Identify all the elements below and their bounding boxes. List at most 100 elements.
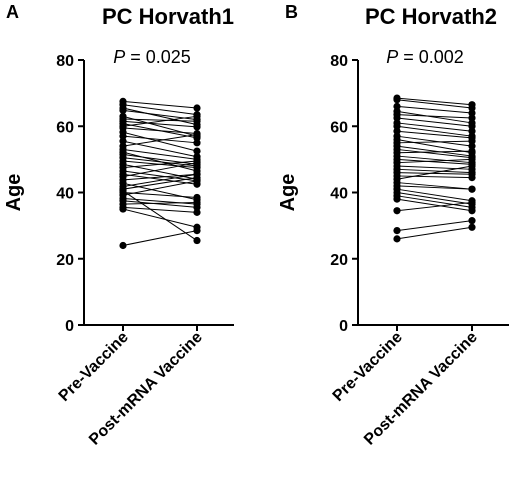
post-vaccine-point <box>193 147 201 155</box>
paired-line <box>396 140 473 144</box>
panel-letter: A <box>6 2 19 22</box>
y-axis-label: Age <box>3 174 25 212</box>
post-vaccine-point <box>468 223 476 231</box>
pre-vaccine-point <box>393 96 401 104</box>
y-tick-label: 0 <box>65 318 74 335</box>
p-symbol: P <box>113 47 125 67</box>
paired-line <box>396 195 473 208</box>
paired-line <box>396 220 473 232</box>
post-vaccine-point <box>193 117 201 125</box>
pre-vaccine-point <box>119 132 127 140</box>
paired-line <box>122 230 198 246</box>
paired-line <box>396 158 473 164</box>
chart-panel-a: A PC Horvath1 P = 0.025 0 20 40 60 80 Age Pre-Vac… <box>3 2 234 449</box>
panel-letter: B <box>285 2 298 22</box>
post-vaccine-point <box>193 164 201 172</box>
paired-line <box>396 110 473 124</box>
y-tick-label: 40 <box>330 186 348 203</box>
paired-line <box>122 160 198 169</box>
post-vaccine-point <box>193 112 201 120</box>
paired-line <box>122 115 198 127</box>
paired-line <box>396 175 473 179</box>
post-vaccine-point <box>468 198 476 207</box>
paired-line <box>122 100 198 109</box>
y-tick-label: 80 <box>330 53 348 70</box>
post-vaccine-point <box>193 198 201 207</box>
paired-line <box>396 172 473 175</box>
chart-title: PC Horvath1 <box>102 4 234 29</box>
paired-line <box>122 134 198 147</box>
pre-vaccine-point <box>119 106 127 114</box>
pre-vaccine-point <box>393 235 401 243</box>
post-vaccine-point <box>193 123 201 131</box>
paired-line <box>396 135 473 147</box>
post-vaccine-point <box>468 173 476 182</box>
post-vaccine-point <box>193 236 201 245</box>
paired-line <box>122 120 198 128</box>
post-vaccine-point <box>468 122 476 130</box>
pre-vaccine-point <box>393 102 401 110</box>
p-value-annotation: P = 0.025 <box>113 47 191 67</box>
pre-vaccine-point <box>119 187 127 195</box>
post-vaccine-point <box>468 162 476 170</box>
post-vaccine-point <box>193 104 201 112</box>
paired-line <box>396 198 473 212</box>
y-tick-label: 0 <box>339 318 348 335</box>
paired-line <box>396 165 473 180</box>
chart-panel-b: B PC Horvath2 P = 0.002 0 20 40 60 80 Age Pre-Vac… <box>277 2 509 449</box>
paired-line <box>122 118 198 122</box>
post-vaccine-point <box>193 139 201 147</box>
paired-line <box>396 150 473 154</box>
y-tick-label: 60 <box>330 119 348 136</box>
paired-line <box>396 155 473 164</box>
post-vaccine-point <box>193 208 201 216</box>
paired-line <box>396 114 473 119</box>
paired-line <box>122 107 198 126</box>
pre-vaccine-point <box>119 241 127 250</box>
post-vaccine-point <box>468 155 476 163</box>
y-tick-label: 60 <box>56 119 74 136</box>
post-vaccine-point <box>193 193 201 202</box>
category-label-pre: Pre-Vaccine <box>56 329 132 405</box>
paired-line <box>122 131 198 152</box>
pre-vaccine-point <box>393 114 401 122</box>
paired-line <box>396 145 473 157</box>
post-vaccine-point <box>193 159 201 167</box>
pre-vaccine-point <box>119 205 127 213</box>
post-vaccine-point <box>193 177 201 185</box>
paired-line <box>122 208 198 228</box>
paired-line <box>396 117 473 127</box>
paired-line <box>122 153 198 165</box>
post-vaccine-point <box>468 147 476 155</box>
pre-vaccine-point <box>393 122 401 130</box>
paired-line <box>396 139 473 154</box>
paired-line <box>396 165 473 170</box>
chart-title: PC Horvath2 <box>365 4 497 29</box>
paired-line <box>122 180 198 196</box>
p-value-annotation: P = 0.002 <box>386 47 464 67</box>
paired-line <box>396 158 473 165</box>
paired-line <box>122 192 198 198</box>
p-symbol: P <box>386 47 398 67</box>
paired-line <box>396 122 473 132</box>
y-axis-label: Age <box>277 174 299 212</box>
post-vaccine-point <box>468 185 476 193</box>
paired-line <box>122 135 198 144</box>
category-label-pre: Pre-Vaccine <box>330 329 406 405</box>
post-vaccine-point <box>193 203 201 212</box>
y-tick-label: 20 <box>56 252 74 269</box>
paired-line <box>396 226 473 240</box>
paired-line <box>122 127 198 135</box>
paired-line <box>122 148 198 160</box>
paired-line <box>122 201 198 205</box>
paired-line <box>122 173 198 181</box>
post-vaccine-point <box>468 217 476 225</box>
post-vaccine-point <box>468 109 476 117</box>
paired-line <box>122 190 198 241</box>
post-vaccine-point <box>468 207 476 215</box>
paired-line <box>396 182 473 190</box>
paired-line <box>396 148 473 159</box>
paired-line <box>122 182 198 201</box>
paired-line <box>396 97 473 106</box>
